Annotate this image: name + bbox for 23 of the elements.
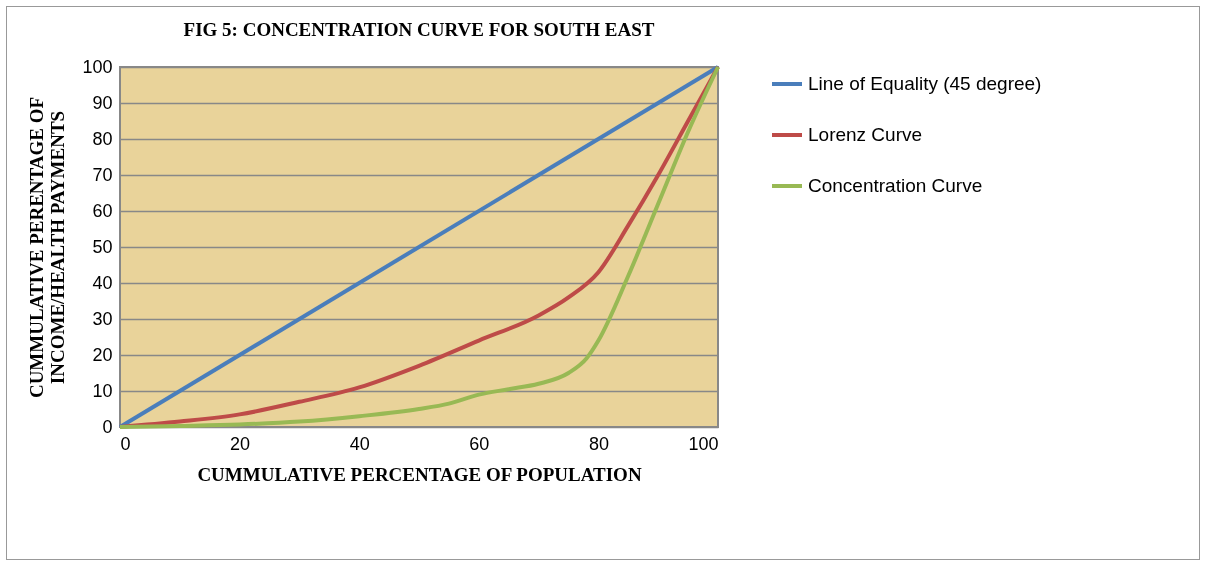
x-tick-label: 60 — [469, 433, 490, 454]
legend-label: Line of Equality (45 degree) — [808, 73, 1042, 94]
y-tick-label: 90 — [92, 92, 113, 113]
legend-label: Concentration Curve — [808, 175, 983, 196]
y-tick-label: 0 — [102, 416, 113, 437]
x-tick-label: 0 — [120, 433, 131, 454]
y-tick-label: 40 — [92, 272, 113, 293]
y-tick-label: 100 — [82, 56, 113, 77]
y-tick-label: 70 — [92, 164, 113, 185]
legend-label: Lorenz Curve — [808, 124, 923, 145]
x-tick-label: 20 — [230, 433, 251, 454]
y-tick-label: 60 — [92, 200, 113, 221]
y-tick-label: 20 — [92, 344, 113, 365]
y-tick-label: 30 — [92, 308, 113, 329]
x-tick-label: 100 — [688, 433, 719, 454]
y-tick-label: 80 — [92, 128, 113, 149]
x-tick-label: 80 — [588, 433, 609, 454]
y-axis-title: CUMMULATIVE PERENTAGE OF INCOME/HEALTH PAYMENTS — [26, 96, 69, 399]
x-axis-title: CUMMULATIVE PERCENTAGE OF POPULATION — [197, 463, 642, 485]
y-tick-label: 50 — [92, 236, 113, 257]
y-tick-label: 10 — [92, 380, 113, 401]
x-tick-label: 40 — [349, 433, 370, 454]
chart-title: FIG 5: CONCENTRATION CURVE FOR SOUTH EAST — [183, 19, 655, 40]
